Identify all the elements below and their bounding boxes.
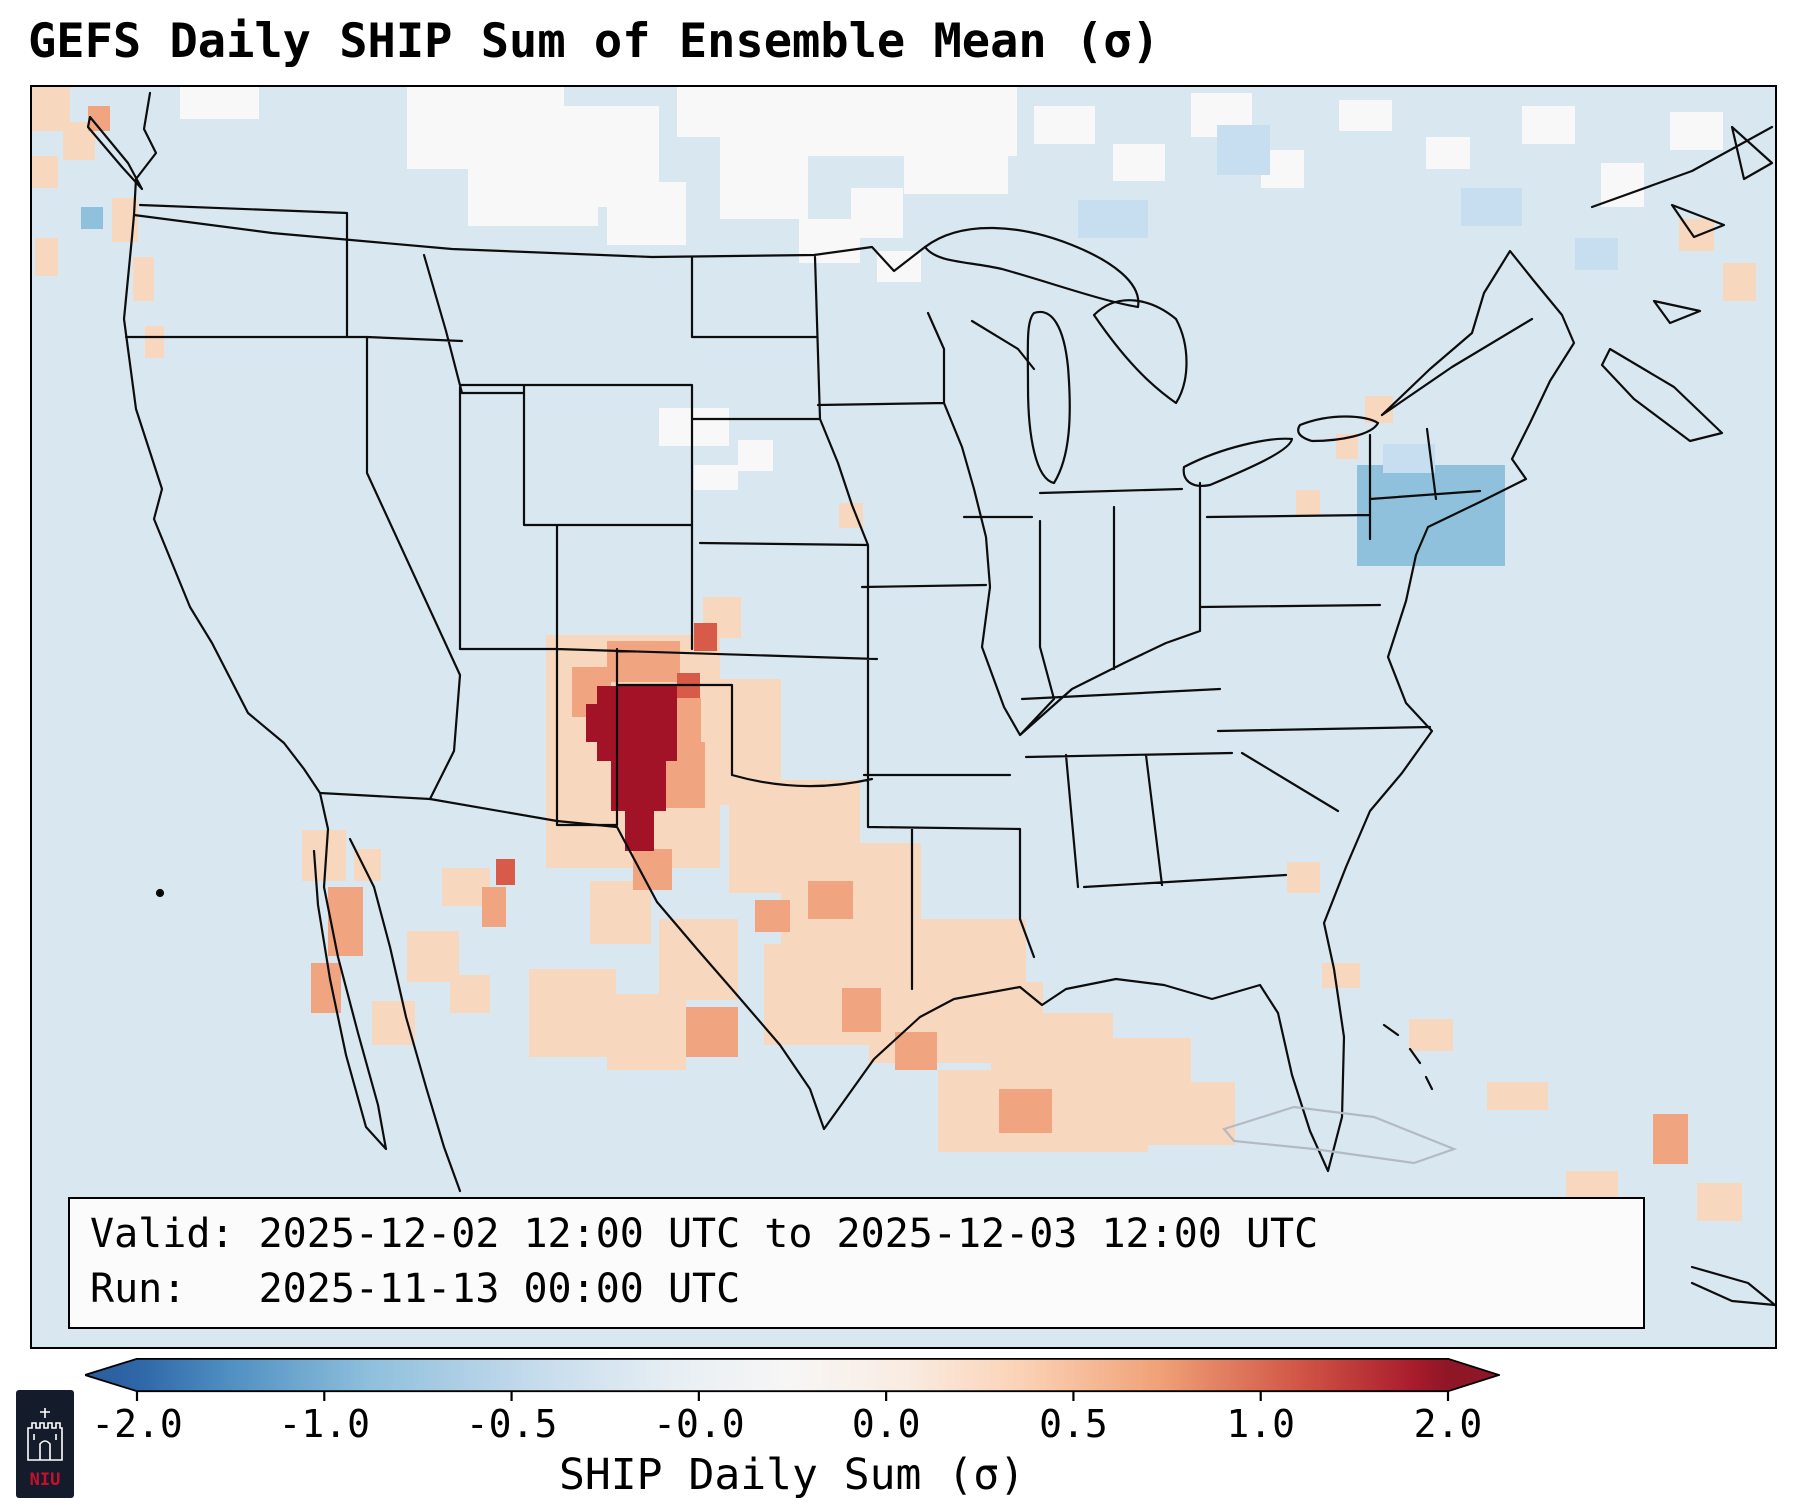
anomaly-patch xyxy=(1286,861,1321,894)
niu-logo: NIU xyxy=(16,1390,74,1498)
anomaly-patch xyxy=(354,849,381,881)
anomaly-patch xyxy=(310,962,341,1014)
valid-time-text: Valid: 2025-12-02 12:00 UTC to 2025-12-0… xyxy=(90,1210,1319,1257)
castle-icon xyxy=(27,1408,63,1461)
colorbar-tick-label: 1.0 xyxy=(1226,1402,1296,1446)
anomaly-patch xyxy=(903,137,1009,195)
anomaly-patch xyxy=(596,685,677,762)
anomaly-patch xyxy=(133,257,154,302)
anomaly-patch xyxy=(528,969,616,1058)
anomaly-patch xyxy=(586,704,606,743)
anomaly-patch xyxy=(1522,105,1575,144)
anomaly-patch xyxy=(1321,962,1361,988)
anomaly-patch xyxy=(1382,443,1436,473)
anomaly-patch xyxy=(1487,1082,1549,1111)
anomaly-patch xyxy=(589,880,651,944)
anomaly-patch xyxy=(1034,105,1096,144)
anomaly-patch xyxy=(80,206,104,230)
anomaly-patch xyxy=(1722,263,1756,302)
anomaly-patch xyxy=(798,219,860,264)
anomaly-patch xyxy=(1679,219,1714,251)
anomaly-patch xyxy=(1696,1183,1742,1221)
anomaly-patch xyxy=(1339,99,1392,132)
colorbar-ticklabels: -2.0 -1.0 -0.5 -0.0 0.0 0.5 1.0 2.0 xyxy=(0,1402,1803,1448)
anomaly-patch xyxy=(1461,187,1523,226)
anomaly-patch xyxy=(877,250,921,283)
anomaly-patch xyxy=(694,622,717,652)
anomaly-patch xyxy=(842,987,881,1032)
anomaly-patch xyxy=(145,326,165,358)
anomaly-patch xyxy=(624,805,655,851)
figure-title: GEFS Daily SHIP Sum of Ensemble Mean (σ) xyxy=(28,14,1160,69)
colorbar-axis-label: SHIP Daily Sum (σ) xyxy=(559,1450,1025,1500)
anomaly-patch xyxy=(607,181,686,245)
anomaly-patch xyxy=(1335,433,1359,459)
anomaly-patch xyxy=(685,1006,738,1058)
anomaly-patch xyxy=(694,465,738,491)
anomaly-patch xyxy=(607,641,681,682)
anomaly-patch xyxy=(659,918,738,1001)
info-box: Valid: 2025-12-02 12:00 UTC to 2025-12-0… xyxy=(68,1196,1645,1329)
map-panel: Valid: 2025-12-02 12:00 UTC to 2025-12-0… xyxy=(30,85,1777,1349)
anomaly-patch xyxy=(1408,1019,1453,1051)
anomaly-patch xyxy=(737,439,773,472)
colorbar xyxy=(81,1357,1502,1402)
anomaly-patch xyxy=(112,197,139,242)
anomaly-patch xyxy=(839,502,864,528)
anomaly-patch xyxy=(607,994,686,1070)
anomaly-patch xyxy=(807,880,853,919)
colorbar-bar xyxy=(81,1357,1502,1393)
anomaly-patch xyxy=(1295,490,1321,516)
anomaly-patch xyxy=(32,156,59,188)
anomaly-patch xyxy=(35,238,59,276)
anomaly-patch xyxy=(328,887,364,957)
anomaly-patch xyxy=(894,1032,937,1070)
anomaly-patch xyxy=(676,672,700,699)
anomaly-patch xyxy=(371,1000,416,1045)
anomaly-patch xyxy=(1217,124,1270,176)
anomaly-patch xyxy=(1077,200,1148,239)
anomaly-patch xyxy=(87,105,111,132)
colorbar-tick-label: -0.5 xyxy=(465,1402,558,1446)
anomaly-patch xyxy=(1147,1082,1235,1146)
colorbar-tick-label: -2.0 xyxy=(91,1402,183,1446)
anomaly-patch xyxy=(1652,1113,1688,1165)
niu-logo-text: NIU xyxy=(30,1470,61,1490)
anomaly-patch xyxy=(1574,238,1619,270)
anomaly-patch xyxy=(1408,509,1497,566)
anomaly-patch xyxy=(659,408,730,447)
anomaly-patch xyxy=(999,1088,1052,1133)
colorbar-tickmarks xyxy=(135,1391,1450,1401)
anomaly-patch xyxy=(180,87,259,119)
anomaly-patch xyxy=(1112,143,1165,182)
anomaly-patch xyxy=(1426,137,1470,169)
run-time-text: Run: 2025-11-13 00:00 UTC xyxy=(90,1265,741,1312)
anomaly-patch xyxy=(1600,162,1645,207)
colorbar-tick-label: 2.0 xyxy=(1413,1402,1483,1446)
anomaly-patch xyxy=(755,899,791,933)
anomaly-patch xyxy=(610,754,667,812)
colorbar-tick-label: -0.0 xyxy=(653,1402,745,1446)
anomaly-patch xyxy=(481,887,507,928)
anomaly-patch xyxy=(495,859,515,885)
anomaly-patch xyxy=(450,975,491,1014)
colorbar-tick-label: 0.5 xyxy=(1039,1402,1108,1446)
anomaly-patch xyxy=(1670,112,1723,150)
niu-logo-background xyxy=(16,1390,74,1498)
anomaly-patch xyxy=(406,931,460,982)
anomaly-patch xyxy=(302,830,346,881)
colorbar-svg xyxy=(81,1357,1502,1401)
colorbar-tick-label: 0.0 xyxy=(851,1402,921,1446)
anomaly-patch xyxy=(1365,395,1394,424)
anomaly-patch xyxy=(633,849,672,890)
colorbar-tick-label: -1.0 xyxy=(278,1402,371,1446)
